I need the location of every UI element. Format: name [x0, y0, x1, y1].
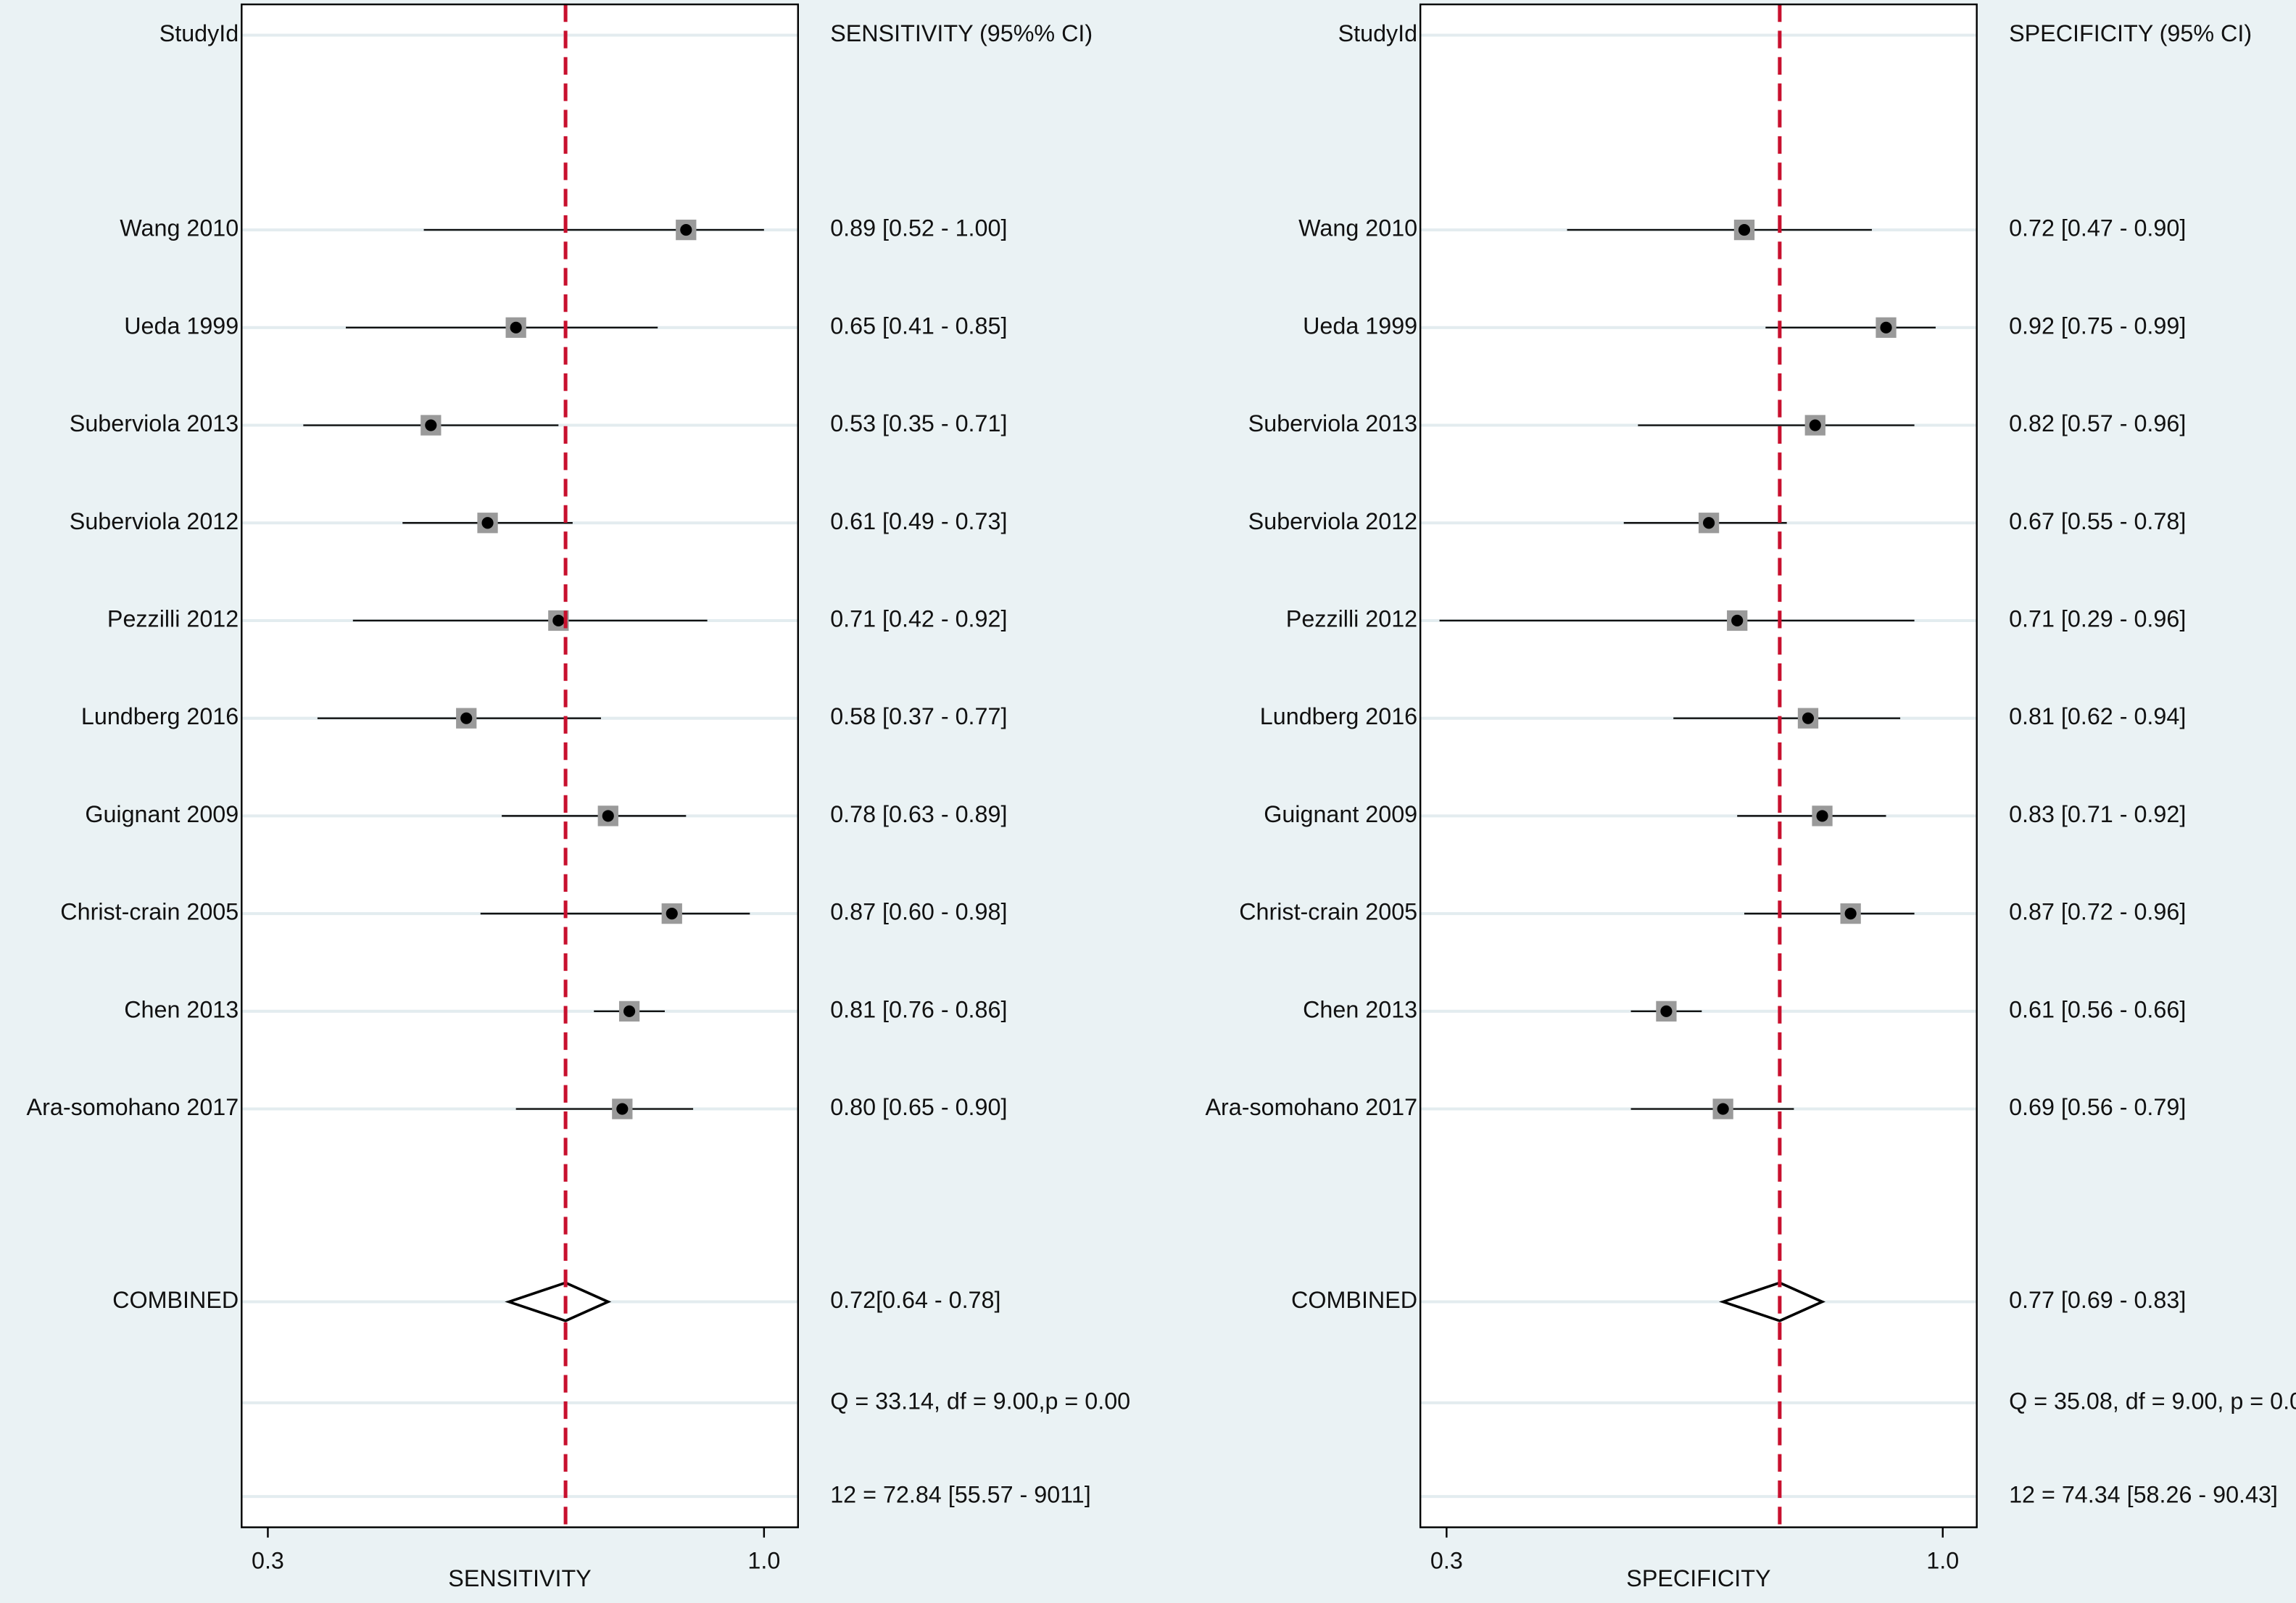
ci-label: 0.83 [0.71 - 0.92]	[2009, 801, 2186, 827]
study-label: Chen 2013	[124, 996, 239, 1022]
point-estimate	[1880, 321, 1892, 334]
ci-label: 0.81 [0.62 - 0.94]	[2009, 703, 2186, 729]
x-tick-label: 1.0	[1926, 1548, 1959, 1574]
point-estimate	[1717, 1103, 1729, 1115]
x-axis-label: SENSITIVITY	[448, 1565, 591, 1591]
study-label: Christ-crain 2005	[60, 899, 239, 925]
ci-label: 0.89 [0.52 - 1.00]	[830, 215, 1007, 241]
study-label: Wang 2010	[1298, 215, 1417, 241]
x-tick-label: 0.3	[252, 1548, 284, 1574]
study-label: Lundberg 2016	[1260, 703, 1417, 729]
ci-label: 0.78 [0.63 - 0.89]	[830, 801, 1007, 827]
ci-label: 0.87 [0.72 - 0.96]	[2009, 899, 2186, 925]
heterogeneity-stat: 12 = 74.34 [58.26 - 90.43]	[2009, 1482, 2278, 1508]
ci-label: 0.58 [0.37 - 0.77]	[830, 703, 1007, 729]
point-estimate	[1802, 712, 1815, 724]
point-estimate	[680, 224, 692, 236]
ci-label: 0.87 [0.60 - 0.98]	[830, 899, 1007, 925]
point-estimate	[1738, 224, 1751, 236]
point-estimate	[602, 810, 614, 822]
x-axis-label: SPECIFICITY	[1626, 1565, 1770, 1591]
study-label: Lundberg 2016	[81, 703, 239, 729]
heterogeneity-stat: 12 = 72.84 [55.57 - 9011]	[830, 1482, 1090, 1508]
point-estimate	[623, 1005, 636, 1017]
combined-ci-label: 0.77 [0.69 - 0.83]	[2009, 1287, 2186, 1313]
ci-header: SPECIFICITY (95% CI)	[2009, 20, 2252, 46]
heterogeneity-stat: Q = 33.14, df = 9.00,p = 0.00	[830, 1388, 1130, 1414]
ci-label: 0.80 [0.65 - 0.90]	[830, 1094, 1007, 1120]
point-estimate	[510, 321, 522, 334]
ci-label: 0.65 [0.41 - 0.85]	[830, 312, 1007, 339]
study-label: Pezzilli 2012	[107, 605, 239, 631]
point-estimate	[1809, 419, 1821, 431]
ci-label: 0.81 [0.76 - 0.86]	[830, 996, 1007, 1022]
point-estimate	[666, 908, 678, 920]
study-label: Suberviola 2013	[1248, 410, 1417, 436]
combined-label: COMBINED	[112, 1287, 239, 1313]
point-estimate	[481, 517, 494, 529]
ci-label: 0.53 [0.35 - 0.71]	[830, 410, 1007, 436]
ci-label: 0.61 [0.49 - 0.73]	[830, 508, 1007, 534]
point-estimate	[552, 614, 565, 627]
point-estimate	[1816, 810, 1828, 822]
x-tick-label: 1.0	[747, 1548, 780, 1574]
study-label: Guignant 2009	[1264, 801, 1417, 827]
point-estimate	[616, 1103, 629, 1115]
plot-frame	[241, 3, 799, 1528]
study-label: Ara-somohano 2017	[27, 1094, 239, 1120]
point-estimate	[1703, 517, 1715, 529]
ci-label: 0.71 [0.42 - 0.92]	[830, 605, 1007, 631]
point-estimate	[1731, 614, 1744, 627]
study-label: Wang 2010	[120, 215, 239, 241]
x-tick-label: 0.3	[1430, 1548, 1463, 1574]
point-estimate	[1844, 908, 1857, 920]
point-estimate	[1660, 1005, 1673, 1017]
combined-diamond	[1718, 1281, 1825, 1322]
plot-area	[1420, 4, 1977, 1528]
study-label: Christ-crain 2005	[1239, 899, 1417, 925]
plot-area	[241, 4, 798, 1528]
ci-label: 0.92 [0.75 - 0.99]	[2009, 312, 2186, 339]
ci-label: 0.61 [0.56 - 0.66]	[2009, 996, 2186, 1022]
combined-label: COMBINED	[1291, 1287, 1417, 1313]
ci-label: 0.67 [0.55 - 0.78]	[2009, 508, 2186, 534]
study-label: Suberviola 2012	[70, 508, 239, 534]
study-label: Suberviola 2012	[1248, 508, 1417, 534]
study-label: Chen 2013	[1303, 996, 1417, 1022]
point-estimate	[425, 419, 437, 431]
study-label: Pezzilli 2012	[1286, 605, 1417, 631]
study-header: StudyId	[1338, 20, 1418, 46]
study-label: Ara-somohano 2017	[1205, 1094, 1417, 1120]
combined-ci-label: 0.72[0.64 - 0.78]	[830, 1287, 1000, 1313]
plot-frame	[1419, 3, 1978, 1528]
ci-label: 0.82 [0.57 - 0.96]	[2009, 410, 2186, 436]
ci-label: 0.71 [0.29 - 0.96]	[2009, 605, 2186, 631]
study-header: StudyId	[159, 20, 239, 46]
ci-label: 0.72 [0.47 - 0.90]	[2009, 215, 2186, 241]
ci-label: 0.69 [0.56 - 0.79]	[2009, 1094, 2186, 1120]
study-label: Ueda 1999	[1303, 312, 1417, 339]
study-label: Suberviola 2013	[70, 410, 239, 436]
ci-header: SENSITIVITY (95%% CI)	[830, 20, 1093, 46]
study-label: Ueda 1999	[124, 312, 239, 339]
point-estimate	[460, 712, 473, 724]
combined-diamond	[505, 1281, 612, 1322]
heterogeneity-stat: Q = 35.08, df = 9.00, p = 0.00	[2009, 1388, 2296, 1414]
study-label: Guignant 2009	[85, 801, 239, 827]
